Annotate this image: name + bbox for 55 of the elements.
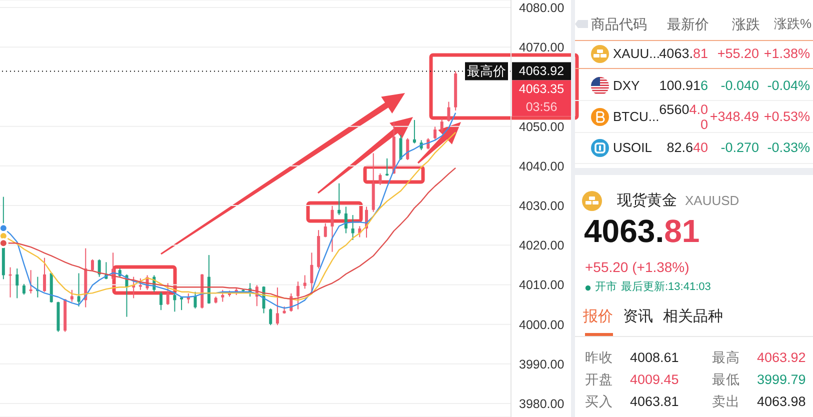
text: 3999.79 xyxy=(757,372,806,388)
text: 昨收 xyxy=(585,350,613,366)
text: -0.040 xyxy=(720,78,759,94)
y-tick-label: 4000.00 xyxy=(519,318,564,332)
text: 开盘 xyxy=(585,372,613,388)
y-tick-label: 4040.00 xyxy=(519,159,564,174)
text: XAUU... xyxy=(613,46,660,62)
text: 4063.92 xyxy=(518,64,564,78)
text: DXY xyxy=(613,78,640,94)
text: 涨跌 xyxy=(732,16,760,32)
text: +1.38% xyxy=(764,46,810,62)
text: 4063.35 xyxy=(518,82,564,96)
text: 4063.81 xyxy=(584,212,700,250)
y-tick-label: 4010.00 xyxy=(519,278,564,292)
text: +55.20 (+1.38%) xyxy=(585,258,690,276)
text: 100.916 xyxy=(659,78,708,94)
text: 最低 xyxy=(712,372,740,388)
y-tick-label: 4030.00 xyxy=(519,198,564,213)
y-tick-label: 4080.00 xyxy=(519,0,564,15)
text: +55.20 xyxy=(717,46,759,62)
text: +348.49 xyxy=(710,108,759,126)
y-tick-label: 4020.00 xyxy=(519,238,564,253)
text: 买入 xyxy=(585,394,613,410)
text: 4008.61 xyxy=(630,350,679,366)
text: 现货黄金 xyxy=(617,192,677,210)
text: 最后更新:13:41:03 xyxy=(621,281,711,295)
text: 涨跌% xyxy=(774,16,812,32)
text: -0.04% xyxy=(767,78,810,94)
ref-line-label: 最高价 xyxy=(467,64,506,79)
text: 4063.92 xyxy=(757,350,806,366)
text: 商品代码 xyxy=(591,16,647,32)
text: USOIL xyxy=(613,140,652,156)
text: 4009.45 xyxy=(630,372,679,388)
text: -0.270 xyxy=(720,140,759,156)
text: 最新价 xyxy=(667,16,709,32)
text: 开市 xyxy=(595,281,617,295)
text: 03:56 xyxy=(526,100,558,114)
text: 最高 xyxy=(712,350,740,366)
y-tick-label: 3990.00 xyxy=(519,357,564,372)
text: +0.53% xyxy=(764,108,810,126)
text: 相关品种 xyxy=(663,308,723,326)
text: 82.640 xyxy=(666,140,708,156)
text: 4063.81 xyxy=(659,46,708,62)
text: -0.33% xyxy=(767,140,810,156)
text: 卖出 xyxy=(712,394,740,410)
text: 4063.98 xyxy=(757,394,806,410)
text: 资讯 xyxy=(623,308,653,326)
y-tick-label: 4050.00 xyxy=(519,120,564,134)
y-tick-label: 3980.00 xyxy=(519,396,564,411)
text: XAUUSD xyxy=(685,193,740,209)
text: 报价 xyxy=(583,308,613,326)
y-tick-label: 4070.00 xyxy=(519,40,564,55)
text: 4063.81 xyxy=(630,394,679,410)
text: BTCU... xyxy=(613,109,660,125)
text: 65604.00 xyxy=(658,102,708,132)
